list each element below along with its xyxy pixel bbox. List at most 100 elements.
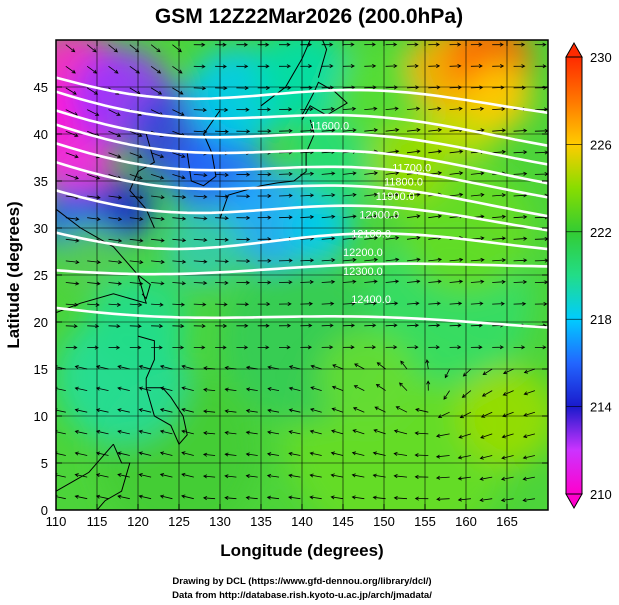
wind-arrow bbox=[321, 345, 334, 350]
wind-arrow bbox=[449, 279, 464, 284]
wind-arrow bbox=[129, 238, 144, 243]
wind-arrow bbox=[117, 429, 130, 435]
wind-arrow bbox=[74, 386, 88, 391]
wind-arrow bbox=[245, 387, 258, 392]
wind-arrow bbox=[479, 455, 493, 460]
wind-arrow bbox=[215, 302, 228, 307]
wind-arrow bbox=[470, 85, 484, 90]
wind-arrow bbox=[245, 452, 258, 457]
wind-arrow bbox=[288, 495, 301, 500]
wind-arrow bbox=[364, 85, 377, 90]
wind-arrow bbox=[522, 476, 535, 481]
wind-arrow bbox=[65, 152, 79, 159]
wind-arrow bbox=[492, 214, 507, 219]
wind-arrow bbox=[300, 323, 313, 328]
wind-arrow bbox=[534, 345, 547, 350]
x-tick-label: 150 bbox=[373, 514, 395, 529]
wind-arrow bbox=[159, 408, 173, 413]
wind-arrow bbox=[373, 429, 386, 435]
wind-arrow bbox=[300, 171, 315, 176]
wind-arrow bbox=[502, 368, 514, 375]
wind-arrow bbox=[65, 260, 80, 265]
wind-arrow bbox=[108, 260, 123, 265]
wind-arrow bbox=[492, 301, 505, 306]
wind-arrow bbox=[364, 64, 377, 69]
wind-arrow bbox=[385, 106, 399, 111]
height-contour bbox=[56, 189, 548, 232]
wind-arrow bbox=[74, 408, 88, 413]
wind-arrow bbox=[159, 494, 173, 500]
wind-arrow bbox=[385, 257, 400, 262]
wind-arrow bbox=[245, 365, 258, 370]
wind-arrow bbox=[522, 433, 536, 439]
colorbar-tick-label: 226 bbox=[590, 137, 612, 152]
contour-label: 11900.0 bbox=[376, 191, 415, 203]
wind-arrow bbox=[492, 236, 507, 241]
wind-arrow bbox=[87, 302, 100, 307]
wind-arrow bbox=[364, 345, 377, 350]
wind-arrow bbox=[457, 497, 471, 502]
wind-arrow bbox=[117, 386, 130, 391]
coastline-segment bbox=[219, 119, 315, 219]
wind-arrow bbox=[74, 473, 88, 478]
y-tick-label: 25 bbox=[34, 268, 48, 283]
wind-arrow bbox=[351, 451, 365, 456]
wind-arrow bbox=[385, 192, 400, 197]
wind-arrow bbox=[399, 382, 408, 391]
wind-arrow bbox=[215, 64, 227, 69]
wind-arrow bbox=[321, 258, 336, 263]
wind-arrow bbox=[393, 429, 408, 435]
wind-arrow bbox=[215, 86, 228, 91]
wind-arrow bbox=[364, 128, 379, 133]
wind-arrow bbox=[236, 237, 251, 242]
wind-arrow bbox=[108, 130, 122, 137]
wind-arrow bbox=[449, 42, 462, 47]
chart-title: GSM 12Z22Mar2026 (200.0hPa) bbox=[155, 5, 463, 28]
wind-arrow bbox=[364, 323, 377, 328]
wind-arrow bbox=[449, 192, 464, 197]
wind-arrow bbox=[172, 302, 186, 307]
wind-arrow bbox=[138, 429, 152, 435]
wind-arrow bbox=[257, 215, 272, 220]
y-tick-label: 0 bbox=[41, 503, 48, 518]
wind-arrow bbox=[385, 63, 398, 69]
wind-arrow bbox=[330, 473, 344, 478]
wind-arrow bbox=[482, 368, 493, 376]
wind-arrow bbox=[87, 195, 101, 200]
y-tick-label: 40 bbox=[34, 127, 48, 142]
wind-arrow bbox=[393, 451, 408, 456]
wind-arrow bbox=[193, 323, 206, 329]
contour-label: 12400.0 bbox=[351, 294, 391, 306]
wind-arrow bbox=[193, 129, 208, 134]
wind-arrow bbox=[523, 390, 536, 396]
wind-arrow bbox=[385, 42, 398, 47]
wind-arrow bbox=[385, 301, 399, 306]
wind-arrow bbox=[364, 171, 379, 176]
wind-arrow bbox=[449, 345, 462, 350]
wind-arrow bbox=[172, 216, 187, 221]
wind-arrow bbox=[236, 194, 251, 199]
wind-arrow bbox=[428, 345, 440, 350]
x-tick-label: 125 bbox=[168, 514, 190, 529]
wind-arrow bbox=[257, 193, 272, 198]
wind-arrow bbox=[172, 174, 186, 180]
x-tick-label: 140 bbox=[291, 514, 313, 529]
wind-arrow bbox=[193, 86, 207, 91]
height-contour bbox=[56, 123, 548, 185]
wind-arrow bbox=[278, 107, 293, 112]
wind-arrow bbox=[278, 42, 291, 47]
contour-label: 12000.0 bbox=[359, 210, 399, 222]
wind-arrow bbox=[288, 430, 301, 435]
wind-arrow bbox=[65, 216, 80, 221]
wind-arrow bbox=[331, 429, 344, 435]
wind-arrow bbox=[406, 345, 419, 350]
colorbar-tick-label: 214 bbox=[590, 400, 612, 415]
wind-arrow bbox=[86, 44, 97, 53]
wind-arrow bbox=[236, 86, 249, 91]
wind-arrow bbox=[172, 238, 187, 243]
wind-arrow bbox=[138, 386, 152, 391]
contour-label: 12200.0 bbox=[343, 247, 383, 259]
wind-arrow bbox=[245, 408, 258, 414]
wind-arrow bbox=[215, 107, 229, 112]
coastline-segment bbox=[260, 40, 311, 107]
